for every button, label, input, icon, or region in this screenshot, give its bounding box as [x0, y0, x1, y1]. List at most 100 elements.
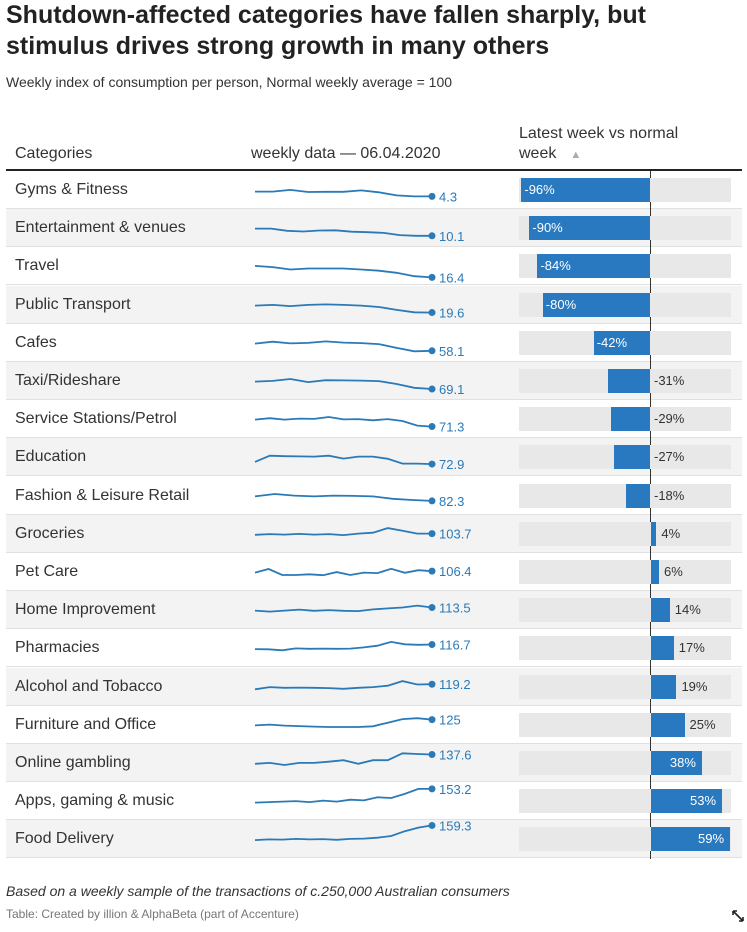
bar-track [519, 521, 731, 546]
header-rule [6, 169, 742, 171]
row-divider [6, 208, 742, 209]
sparkline-end-point [428, 641, 436, 649]
sparkline: 72.9 [254, 455, 464, 472]
column-header-weekly-data: weekly data — 06.04.2020 [251, 145, 441, 162]
index-value-label: 137.6 [439, 747, 472, 762]
sparkline-path [254, 788, 432, 804]
change-value-label: 14% [674, 602, 701, 618]
change-value-label: -18% [654, 487, 685, 503]
footnote: Based on a weekly sample of the transact… [6, 883, 510, 899]
change-bar [625, 483, 650, 508]
row-divider [6, 475, 742, 477]
change-bar [611, 407, 650, 432]
sparkline: 125 [254, 712, 461, 728]
sparkline: 137.6 [254, 747, 472, 766]
sparkline-end-point [428, 715, 436, 723]
change-bar [651, 598, 670, 623]
category-label: Food Delivery [15, 830, 114, 848]
index-value-label: 10.1 [439, 229, 464, 244]
table-row: Service Stations/Petrol 71.3 [6, 400, 742, 439]
sparkline: 106.4 [254, 564, 472, 579]
category-label: Public Transport [15, 295, 131, 313]
sparkline-path [254, 824, 433, 842]
index-value-label: 71.3 [439, 420, 464, 435]
change-value-label: 59% [698, 831, 725, 847]
change-value-label: -31% [654, 373, 685, 388]
index-value-label: 16.4 [439, 271, 464, 286]
index-value-label: 113.5 [439, 601, 471, 616]
index-value-label: 106.4 [439, 564, 472, 579]
change-value-label: -96% [524, 182, 555, 197]
index-value-label: 19.6 [439, 305, 464, 320]
sparkline-end-point [428, 604, 436, 612]
sparkline-path [254, 752, 433, 766]
change-bar [651, 751, 702, 775]
row-divider [6, 551, 742, 553]
sparkline: 19.6 [254, 303, 464, 320]
change-bar [651, 789, 723, 814]
column-header-categories[interactable]: Categories [15, 145, 93, 162]
table-row: Travel 16.4 [6, 247, 742, 286]
change-bar [537, 254, 650, 279]
row-divider [6, 819, 742, 821]
sparkline-path [255, 227, 432, 237]
change-bar [651, 560, 660, 584]
sparkline-end-point [428, 460, 436, 468]
row-divider [6, 322, 742, 324]
index-value-label: 82.3 [439, 494, 464, 509]
sparkline-end-point [428, 750, 436, 758]
sparkline-path [254, 567, 433, 577]
table-row: Apps, gaming & music 153.2 [6, 782, 742, 821]
row-divider [6, 360, 742, 362]
index-value-label: 4.3 [439, 189, 457, 204]
sparkline-path [254, 303, 433, 314]
column-header-latest-week[interactable]: Latest week vs normal week ▲ [519, 124, 719, 165]
sparkline: 113.5 [254, 601, 471, 616]
change-bar [651, 636, 674, 661]
table-row: Pet Care 106.4 [6, 553, 742, 591]
sparkline-end-point [428, 308, 436, 316]
sparkline-end-point [428, 347, 436, 355]
sparkline-path [255, 188, 432, 198]
bar-track [519, 636, 731, 661]
change-value-label: -80% [545, 296, 577, 312]
category-label: Home Improvement [15, 601, 156, 619]
sparkline-path [254, 492, 433, 502]
bar-track [519, 674, 731, 699]
category-label: Service Stations/Petrol [15, 410, 177, 428]
category-label: Pet Care [15, 563, 79, 580]
expand-icon[interactable] [731, 909, 745, 923]
sparkline: 82.3 [254, 492, 464, 509]
category-label: Gyms & Fitness [15, 181, 128, 198]
table-row: Furniture and Office 125 [6, 706, 742, 744]
change-value-label: -27% [654, 449, 685, 465]
category-label: Alcohol and Tobacco [15, 677, 163, 695]
change-bar [613, 445, 650, 470]
category-label: Entertainment & venues [15, 219, 186, 237]
change-value-label: -29% [654, 411, 685, 427]
sort-up-icon[interactable]: ▲ [570, 149, 582, 161]
column-header-latest-label: Latest week vs normal week [519, 125, 679, 162]
table-row: Fashion & Leisure Retail 82.3 [6, 477, 742, 515]
change-value-label: 25% [689, 716, 716, 732]
index-value-label: 119.2 [439, 677, 471, 692]
sparkline-path [254, 265, 433, 279]
category-label: Taxi/Rideshare [15, 372, 121, 389]
sparkline-end-point [428, 680, 436, 688]
sparkline-path [254, 641, 433, 652]
sparkline-end-point [428, 232, 436, 240]
sparkline: 16.4 [254, 265, 464, 286]
sparkline-end-point [428, 274, 436, 282]
sparkline-path [254, 604, 433, 613]
category-label: Groceries [15, 524, 85, 542]
change-bar [593, 330, 650, 355]
row-divider [6, 437, 742, 439]
sparkline: 10.1 [255, 227, 464, 244]
sparkline: 119.2 [254, 677, 471, 692]
sparkline: 116.7 [254, 638, 471, 653]
table-row: Taxi/Rideshare 69.1 [6, 362, 742, 400]
index-value-label: 153.2 [439, 782, 472, 797]
change-bar [651, 674, 677, 699]
sparkline: 58.1 [254, 340, 464, 359]
sparkline-end-point [428, 192, 436, 200]
